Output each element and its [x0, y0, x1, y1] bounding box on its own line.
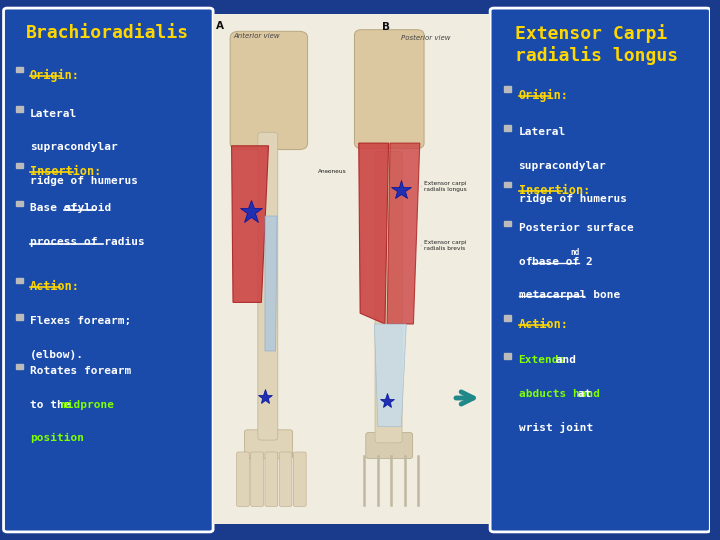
Text: Lateral: Lateral [30, 109, 77, 119]
Bar [504, 221, 511, 226]
FancyBboxPatch shape [375, 151, 402, 443]
FancyBboxPatch shape [251, 452, 264, 507]
FancyBboxPatch shape [244, 430, 292, 458]
Text: ridge of humerus: ridge of humerus [518, 194, 626, 205]
Text: (elbow).: (elbow). [30, 350, 84, 360]
Bar [504, 125, 511, 131]
FancyBboxPatch shape [354, 30, 424, 148]
FancyBboxPatch shape [258, 132, 278, 440]
FancyBboxPatch shape [490, 8, 711, 532]
FancyBboxPatch shape [265, 452, 278, 507]
Polygon shape [374, 324, 406, 427]
Bar [504, 86, 511, 92]
Text: styloid: styloid [65, 203, 112, 213]
Polygon shape [387, 143, 420, 324]
Text: Action:: Action: [30, 280, 80, 293]
FancyBboxPatch shape [213, 14, 490, 524]
Text: Insertion:: Insertion: [518, 184, 590, 197]
Text: nd: nd [570, 248, 580, 257]
Bar [504, 353, 511, 359]
Text: position: position [30, 433, 84, 443]
FancyBboxPatch shape [293, 452, 306, 507]
Text: Anconeus: Anconeus [318, 169, 346, 174]
Text: B: B [382, 22, 390, 32]
Text: Origin:: Origin: [30, 69, 80, 82]
Text: Action:: Action: [518, 318, 568, 330]
Text: of: of [518, 256, 539, 267]
Text: Extensor carpi
radialis longus: Extensor carpi radialis longus [421, 181, 467, 192]
Text: Lateral: Lateral [518, 127, 566, 138]
Text: Extensor carpi
radialis brevis: Extensor carpi radialis brevis [421, 240, 467, 251]
Text: at: at [570, 389, 591, 399]
Text: Insertion:: Insertion: [30, 165, 101, 178]
FancyBboxPatch shape [230, 31, 307, 150]
Text: Posterior surface: Posterior surface [518, 223, 634, 233]
Bar [16, 67, 23, 72]
Text: midprone: midprone [60, 400, 114, 410]
FancyBboxPatch shape [4, 8, 213, 532]
Text: Flexes forearm;: Flexes forearm; [30, 316, 131, 327]
Text: and: and [549, 355, 576, 366]
Text: A: A [216, 21, 224, 31]
Text: ridge of humerus: ridge of humerus [30, 176, 138, 186]
Bar [504, 182, 511, 187]
Text: Extensor Carpi
radialis longus: Extensor Carpi radialis longus [515, 24, 678, 65]
Text: Base of: Base of [30, 203, 84, 213]
FancyBboxPatch shape [279, 452, 292, 507]
Polygon shape [232, 146, 269, 302]
Bar [16, 314, 23, 320]
Text: Rotates forearm: Rotates forearm [30, 366, 131, 376]
Text: Anterior view: Anterior view [233, 33, 279, 39]
Polygon shape [265, 216, 277, 351]
Text: supracondylar: supracondylar [518, 161, 606, 171]
Text: Origin:: Origin: [518, 89, 568, 102]
Text: Posterior view: Posterior view [401, 35, 451, 40]
Bar [16, 163, 23, 168]
Text: supracondylar: supracondylar [30, 142, 117, 152]
Text: Brachioradialis: Brachioradialis [27, 24, 189, 42]
FancyBboxPatch shape [366, 433, 413, 458]
Text: process of radius: process of radius [30, 237, 145, 247]
Bar [16, 364, 23, 369]
Text: wrist joint: wrist joint [518, 422, 593, 433]
Bar [504, 315, 511, 321]
Polygon shape [359, 143, 389, 324]
Bar [16, 201, 23, 206]
Bar [16, 278, 23, 283]
Text: abducts hand: abducts hand [518, 389, 600, 399]
Bar [16, 106, 23, 112]
Text: Extends: Extends [518, 355, 566, 366]
Text: to the: to the [30, 400, 77, 410]
Text: metacarpal bone: metacarpal bone [518, 290, 620, 300]
Text: base of 2: base of 2 [531, 256, 593, 267]
FancyBboxPatch shape [237, 452, 249, 507]
